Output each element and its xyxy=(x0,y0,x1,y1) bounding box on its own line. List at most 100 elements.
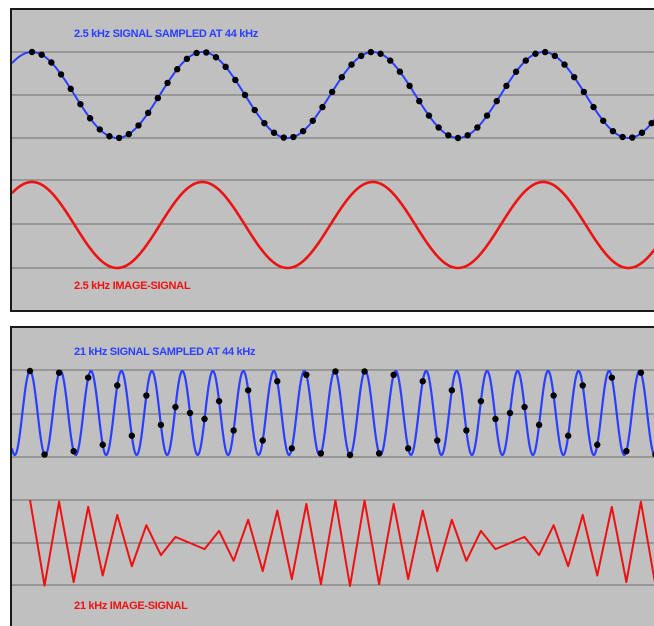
sample-point xyxy=(512,68,520,75)
sample-point xyxy=(550,392,557,399)
signal-wave xyxy=(12,369,654,457)
image-signal-label: 2.5 kHz IMAGE-SIGNAL xyxy=(74,280,191,292)
sample-point xyxy=(357,52,365,60)
sample-point xyxy=(623,448,630,455)
sample-point xyxy=(28,48,36,56)
sample-point xyxy=(425,112,433,119)
sample-point xyxy=(96,126,103,133)
sample-point xyxy=(338,73,346,81)
sample-point xyxy=(590,103,597,111)
sample-point xyxy=(186,409,194,417)
sample-point xyxy=(375,450,383,457)
sample-point xyxy=(532,50,539,57)
sample-point xyxy=(404,445,412,452)
sample-point xyxy=(70,448,77,455)
sample-point xyxy=(506,409,514,417)
sample-point xyxy=(212,54,220,61)
sample-point xyxy=(332,368,339,375)
sample-point xyxy=(183,55,191,63)
sample-point xyxy=(561,61,568,68)
sample-point xyxy=(232,76,239,84)
sample-point xyxy=(274,378,281,385)
sample-point xyxy=(477,397,485,405)
sample-point xyxy=(135,122,142,129)
sample-point xyxy=(608,374,616,381)
sample-point xyxy=(154,94,162,102)
panel-21khz-plot xyxy=(12,367,654,587)
sample-point xyxy=(86,115,94,122)
sample-point xyxy=(41,451,48,458)
sample-point xyxy=(474,124,481,131)
sample-point xyxy=(454,134,462,142)
sample-point xyxy=(521,403,528,411)
sample-point xyxy=(445,132,452,139)
sample-point xyxy=(551,52,559,60)
sample-point xyxy=(288,445,296,452)
sample-point xyxy=(115,134,123,142)
sample-point xyxy=(367,48,375,56)
sample-point xyxy=(570,73,578,81)
sample-point xyxy=(114,382,121,389)
sample-point xyxy=(77,100,84,108)
sample-point xyxy=(201,415,208,423)
sample-point xyxy=(541,48,549,56)
sample-point xyxy=(299,127,307,135)
sample-point xyxy=(396,68,404,75)
sample-point xyxy=(637,369,645,376)
sample-point xyxy=(493,97,500,105)
sample-point xyxy=(290,133,297,141)
sample-point xyxy=(580,88,588,96)
sample-point xyxy=(203,49,210,56)
sample-point xyxy=(309,117,316,124)
sample-point xyxy=(638,129,646,136)
sample-point xyxy=(648,119,654,127)
sample-point xyxy=(390,371,397,378)
sample-point xyxy=(280,134,287,141)
sample-point xyxy=(38,51,45,58)
sample-point xyxy=(535,421,543,429)
sample-point xyxy=(483,112,491,119)
sample-point xyxy=(346,451,354,459)
sample-point xyxy=(387,57,394,64)
sample-point xyxy=(303,371,310,378)
sample-point xyxy=(629,134,636,141)
sample-point xyxy=(448,387,456,394)
signal-label: 2.5 kHz SIGNAL SAMPLED AT 44 kHz xyxy=(74,28,258,40)
sample-point xyxy=(244,387,252,394)
sample-point xyxy=(259,437,266,444)
sample-point xyxy=(594,441,601,448)
sample-point xyxy=(317,450,325,457)
sample-point xyxy=(193,49,200,57)
sample-point xyxy=(215,397,223,405)
sample-point xyxy=(348,61,355,68)
sample-point xyxy=(522,57,529,64)
sample-point xyxy=(416,97,423,105)
sample-point xyxy=(377,50,384,57)
sample-point xyxy=(434,437,441,444)
sample-point xyxy=(174,66,181,73)
sample-point xyxy=(84,374,92,381)
image-signal-wave xyxy=(12,180,654,270)
image-signal-label: 21 kHz IMAGE-SIGNAL xyxy=(74,600,188,612)
sample-point xyxy=(67,85,74,93)
sample-point xyxy=(55,369,63,376)
signal-label: 21 kHz SIGNAL SAMPLED AT 44 kHz xyxy=(74,346,256,358)
sample-point xyxy=(106,133,113,140)
sample-point xyxy=(503,82,510,90)
sample-point xyxy=(230,427,237,434)
sample-point xyxy=(128,432,136,439)
sample-point xyxy=(406,82,413,90)
sample-point xyxy=(463,427,470,434)
sample-point xyxy=(251,106,258,114)
sample-point xyxy=(125,130,133,138)
sample-point xyxy=(241,91,249,99)
panel-2-5khz-plot xyxy=(12,48,654,270)
sample-point xyxy=(419,378,426,385)
sample-point xyxy=(564,432,572,439)
sample-point xyxy=(261,119,268,127)
sample-point xyxy=(609,127,617,135)
sample-point xyxy=(157,421,165,429)
sample-point xyxy=(222,63,229,71)
sample-point xyxy=(435,124,442,131)
sample-point xyxy=(328,88,336,96)
